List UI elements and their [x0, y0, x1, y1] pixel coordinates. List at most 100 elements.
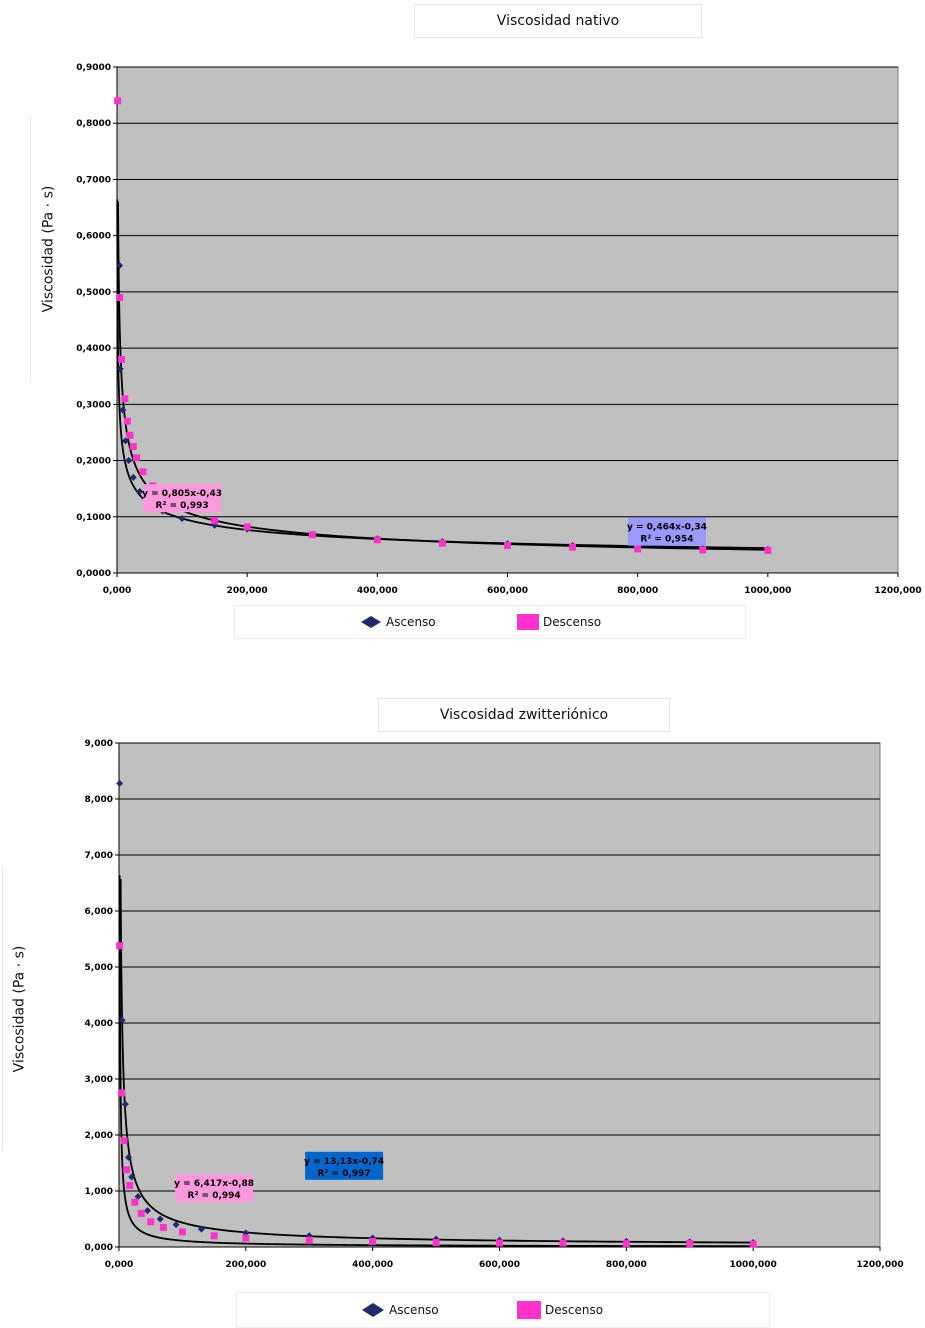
trendline-equation-box: [175, 1174, 254, 1203]
trendline-equation: y = 13,13x-0,74: [304, 1157, 384, 1167]
y-tick-label: 0,5000: [76, 288, 111, 298]
data-point-descenso: [118, 1089, 126, 1097]
chart2-title: Viscosidad zwitteriónico: [439, 707, 609, 723]
data-point-descenso: [634, 545, 642, 553]
y-tick-label: 8,000: [85, 795, 113, 805]
chart1-legend: Ascenso Descenso: [234, 605, 746, 639]
chart1-legend-label-ascenso: Ascenso: [386, 615, 436, 629]
y-tick-label: 4,000: [85, 1019, 113, 1029]
data-point-descenso: [131, 1198, 139, 1206]
y-tick-label: 7,000: [85, 851, 113, 861]
chart1-legend-item-descenso: Descenso: [517, 606, 601, 638]
chart1-ylabel-box: Viscosidad (Pa · s): [30, 116, 65, 382]
data-point-descenso: [569, 543, 577, 551]
data-point-descenso: [210, 1232, 218, 1240]
data-point-ascenso: [125, 457, 133, 465]
chart1-title: Viscosidad nativo: [496, 13, 620, 29]
data-point-descenso: [559, 1239, 567, 1247]
data-point-ascenso: [178, 514, 186, 522]
chart2-legend-label-descenso: Descenso: [545, 1303, 604, 1317]
x-tick-label: 0,000: [105, 1260, 133, 1270]
data-point-ascenso: [116, 365, 124, 373]
data-point-descenso: [373, 536, 381, 544]
data-point-descenso: [496, 1239, 503, 1247]
data-point-descenso: [242, 1234, 250, 1242]
x-tick-label: 400,000: [357, 586, 398, 596]
data-point-descenso: [504, 541, 511, 549]
data-point-ascenso: [121, 1100, 129, 1108]
data-point-descenso: [137, 1209, 145, 1217]
data-point-descenso: [432, 1239, 440, 1247]
y-tick-label: 1,000: [85, 1187, 113, 1197]
x-tick-label: 0,000: [103, 586, 131, 596]
data-point-ascenso: [116, 261, 124, 269]
x-tick-label: 600,000: [479, 1260, 520, 1270]
data-point-descenso: [438, 539, 446, 547]
data-point-descenso: [211, 517, 219, 525]
data-point-descenso: [123, 1166, 131, 1174]
x-tick-label: 600,000: [487, 586, 528, 596]
data-point-descenso: [622, 1240, 630, 1248]
chart2-legend-label-ascenso: Ascenso: [389, 1303, 439, 1317]
trendline-descenso: [118, 875, 754, 1248]
data-point-descenso: [305, 1236, 313, 1244]
data-point-descenso: [129, 443, 137, 450]
chart2-legend: Ascenso Descenso: [236, 1292, 770, 1328]
trendline-equation-box: [627, 517, 706, 546]
data-point-ascenso: [116, 779, 124, 787]
data-point-descenso: [178, 1228, 186, 1236]
x-tick-label: 1200,000: [874, 586, 921, 596]
data-point-ascenso: [121, 437, 129, 445]
data-point-ascenso: [134, 1193, 142, 1201]
x-tick-label: 1200,000: [856, 1260, 903, 1270]
y-tick-label: 2,000: [85, 1131, 113, 1141]
trendline-descenso: [117, 201, 768, 551]
data-point-descenso: [159, 1223, 167, 1231]
y-tick-label: 0,6000: [76, 232, 111, 242]
chart1-legend-item-ascenso: Ascenso: [360, 606, 436, 638]
trendline-ascenso: [116, 199, 768, 549]
chart1-legend-label-descenso: Descenso: [543, 615, 602, 629]
trendline-ascenso: [119, 879, 754, 1244]
data-point-descenso: [764, 547, 772, 555]
data-point-ascenso: [125, 1153, 133, 1161]
data-point-ascenso: [118, 1016, 126, 1024]
y-tick-label: 3,000: [85, 1075, 113, 1085]
data-point-ascenso: [129, 473, 137, 481]
data-point-descenso: [120, 1137, 128, 1145]
x-tick-label: 1000,000: [744, 586, 791, 596]
trendline-equation: y = 0,805x-0,43: [142, 489, 222, 499]
trendline-equation-box: [305, 1151, 384, 1180]
data-point-ascenso: [128, 1173, 136, 1181]
data-point-ascenso: [197, 1225, 205, 1233]
data-point-descenso: [118, 355, 126, 363]
data-point-descenso: [139, 468, 147, 476]
data-point-descenso: [126, 1181, 134, 1189]
x-tick-label: 200,000: [227, 586, 268, 596]
square-marker-icon: [517, 614, 539, 630]
x-tick-label: 800,000: [617, 586, 658, 596]
trendline-equation: y = 0,464x-0,34: [627, 523, 707, 533]
chart2-legend-item-ascenso: Ascenso: [361, 1293, 439, 1327]
x-tick-label: 200,000: [225, 1260, 266, 1270]
chart2-legend-item-descenso: Descenso: [517, 1293, 603, 1327]
y-tick-label: 0,4000: [76, 344, 111, 354]
trendline-r2: R² = 0,993: [156, 501, 209, 511]
trendline-equation: y = 6,417x-0,88: [174, 1179, 254, 1189]
chart2-ylabel-box: Viscosidad (Pa · s): [2, 868, 35, 1150]
y-tick-label: 0,7000: [76, 175, 111, 185]
square-marker-icon: [517, 1301, 541, 1319]
y-tick-label: 0,3000: [76, 400, 111, 410]
data-point-ascenso: [156, 1215, 164, 1223]
data-point-descenso: [243, 523, 251, 531]
data-point-descenso: [369, 1237, 377, 1245]
data-point-descenso: [114, 97, 122, 105]
x-tick-label: 800,000: [606, 1260, 647, 1270]
data-point-descenso: [147, 1218, 155, 1226]
y-tick-label: 0,9000: [76, 63, 111, 73]
chart1-title-box: Viscosidad nativo: [414, 4, 702, 38]
diamond-marker-icon: [361, 616, 381, 628]
data-point-descenso: [116, 942, 124, 950]
